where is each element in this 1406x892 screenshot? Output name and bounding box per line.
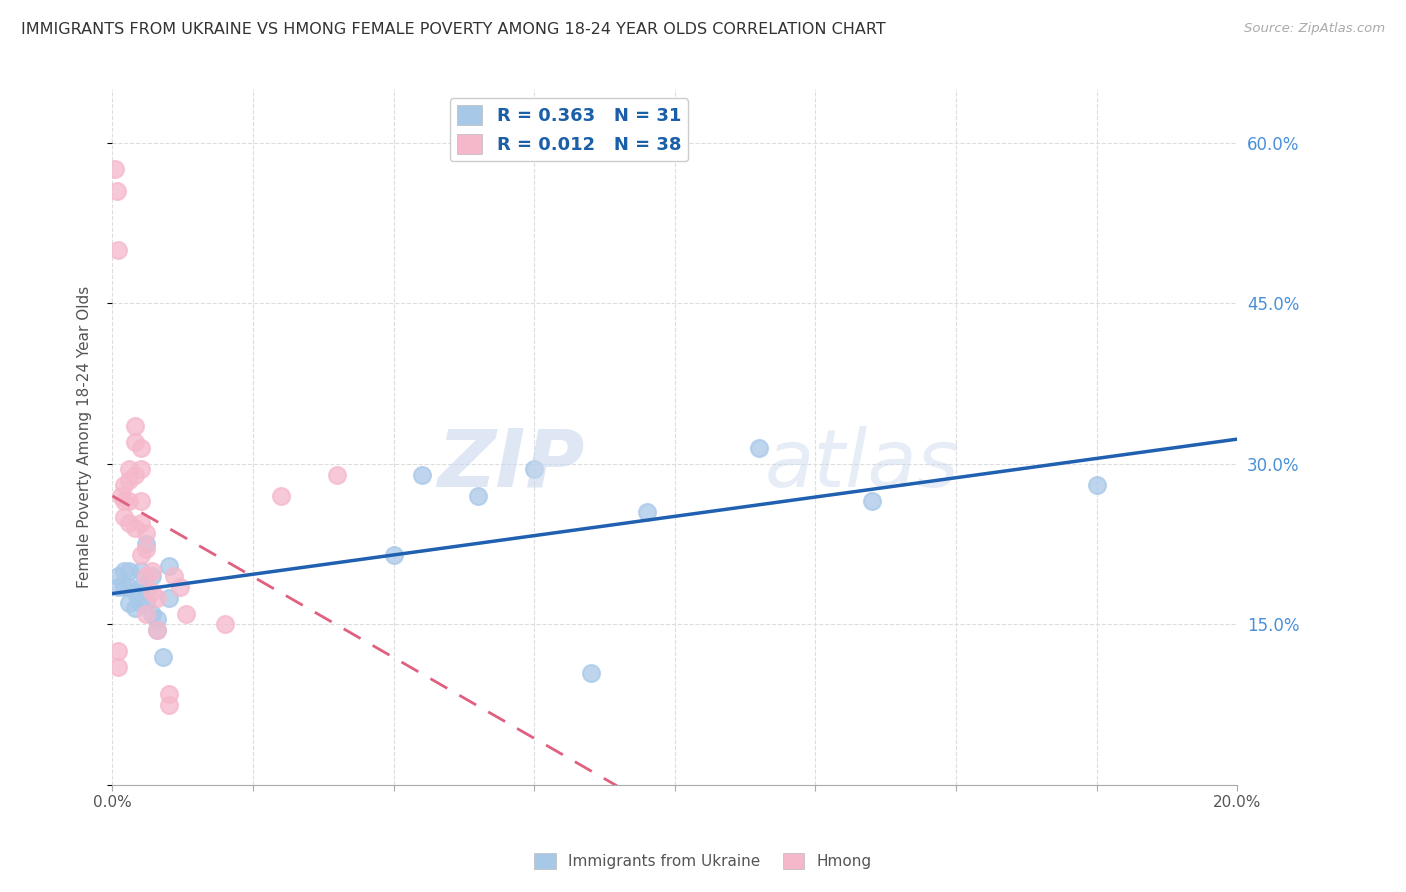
Point	[129, 494, 152, 508]
Point	[129, 548, 152, 562]
Y-axis label: Female Poverty Among 18-24 Year Olds: Female Poverty Among 18-24 Year Olds	[77, 286, 91, 588]
Point	[152, 649, 174, 664]
Point	[129, 580, 152, 594]
Point	[112, 580, 135, 594]
Point	[579, 665, 602, 680]
Point	[118, 462, 141, 476]
Legend: R = 0.363   N = 31, R = 0.012   N = 38: R = 0.363 N = 31, R = 0.012 N = 38	[450, 98, 689, 161]
Point	[157, 698, 180, 712]
Point	[129, 516, 152, 530]
Text: Source: ZipAtlas.com: Source: ZipAtlas.com	[1244, 22, 1385, 36]
Text: ZIP: ZIP	[437, 425, 585, 504]
Point	[107, 580, 129, 594]
Point	[135, 569, 157, 583]
Point	[107, 644, 129, 658]
Point	[135, 526, 157, 541]
Point	[174, 607, 197, 621]
Point	[157, 591, 180, 605]
Point	[523, 462, 546, 476]
Point	[157, 687, 180, 701]
Point	[141, 607, 163, 621]
Point	[118, 473, 141, 487]
Point	[270, 489, 292, 503]
Text: atlas: atlas	[765, 425, 960, 504]
Point	[748, 441, 770, 455]
Point	[157, 558, 180, 573]
Point	[467, 489, 489, 503]
Point	[146, 623, 169, 637]
Legend: Immigrants from Ukraine, Hmong: Immigrants from Ukraine, Hmong	[529, 847, 877, 875]
Point	[135, 537, 157, 551]
Point	[382, 548, 405, 562]
Text: IMMIGRANTS FROM UKRAINE VS HMONG FEMALE POVERTY AMONG 18-24 YEAR OLDS CORRELATIO: IMMIGRANTS FROM UKRAINE VS HMONG FEMALE …	[21, 22, 886, 37]
Point	[112, 494, 135, 508]
Point	[129, 596, 152, 610]
Point	[169, 580, 191, 594]
Point	[636, 505, 658, 519]
Point	[124, 419, 146, 434]
Point	[129, 441, 152, 455]
Point	[135, 596, 157, 610]
Point	[118, 494, 141, 508]
Point	[112, 564, 135, 578]
Point	[141, 564, 163, 578]
Point	[118, 516, 141, 530]
Point	[135, 607, 157, 621]
Point	[129, 564, 152, 578]
Point	[214, 617, 236, 632]
Point	[135, 585, 157, 599]
Point	[118, 564, 141, 578]
Point	[135, 542, 157, 557]
Point	[141, 569, 163, 583]
Point	[104, 162, 127, 177]
Point	[107, 243, 129, 257]
Point	[124, 601, 146, 615]
Point	[141, 585, 163, 599]
Point	[118, 580, 141, 594]
Point	[124, 435, 146, 450]
Point	[124, 585, 146, 599]
Point	[112, 510, 135, 524]
Point	[146, 612, 169, 626]
Point	[124, 521, 146, 535]
Point	[163, 569, 186, 583]
Point	[129, 462, 152, 476]
Point	[107, 569, 129, 583]
Point	[105, 184, 128, 198]
Point	[107, 660, 129, 674]
Point	[326, 467, 349, 482]
Point	[146, 591, 169, 605]
Point	[110, 489, 132, 503]
Point	[112, 478, 135, 492]
Point	[146, 623, 169, 637]
Point	[860, 494, 883, 508]
Point	[124, 467, 146, 482]
Point	[1085, 478, 1108, 492]
Point	[118, 596, 141, 610]
Point	[411, 467, 433, 482]
